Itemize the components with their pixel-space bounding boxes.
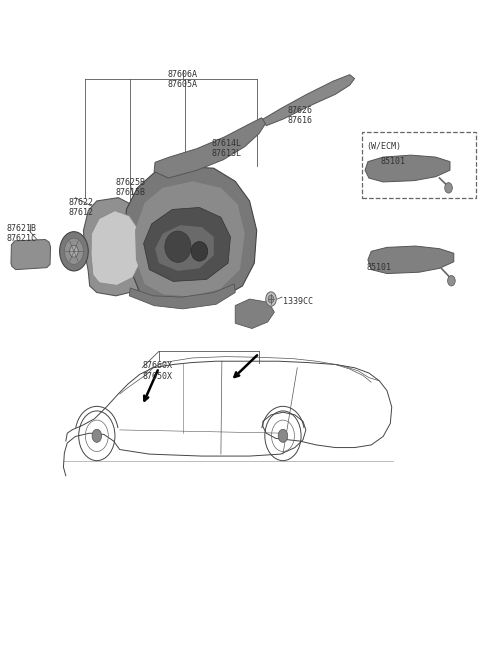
Ellipse shape — [445, 183, 452, 193]
Text: 87621B
87621C: 87621B 87621C — [6, 224, 36, 243]
Ellipse shape — [266, 292, 276, 306]
Ellipse shape — [447, 275, 455, 286]
Polygon shape — [135, 181, 245, 296]
Text: 85101: 85101 — [381, 157, 406, 166]
Polygon shape — [129, 284, 235, 309]
Text: 87606A
87605A: 87606A 87605A — [168, 70, 198, 89]
Polygon shape — [368, 246, 454, 273]
Text: 87622
87612: 87622 87612 — [68, 198, 93, 217]
Ellipse shape — [191, 242, 208, 261]
Ellipse shape — [70, 246, 78, 257]
Text: 87626
87616: 87626 87616 — [288, 106, 313, 125]
Polygon shape — [124, 166, 257, 306]
Text: 1339CC: 1339CC — [283, 297, 313, 306]
Ellipse shape — [165, 231, 191, 262]
Polygon shape — [144, 208, 230, 281]
Text: 87625B
87615B: 87625B 87615B — [116, 178, 146, 198]
Ellipse shape — [268, 295, 274, 303]
Circle shape — [92, 429, 102, 442]
Polygon shape — [11, 240, 50, 269]
Polygon shape — [263, 75, 355, 125]
Text: (W/ECM): (W/ECM) — [366, 142, 401, 151]
Text: 85101: 85101 — [366, 263, 392, 272]
Text: 87614L
87613L: 87614L 87613L — [211, 139, 241, 158]
Polygon shape — [84, 198, 154, 296]
Bar — [362, 132, 476, 198]
Polygon shape — [235, 299, 275, 328]
Polygon shape — [154, 118, 266, 178]
Text: 87660X
87650X: 87660X 87650X — [142, 361, 172, 380]
Circle shape — [278, 429, 288, 442]
Ellipse shape — [60, 232, 88, 271]
Ellipse shape — [64, 238, 84, 264]
Polygon shape — [91, 211, 142, 285]
Polygon shape — [365, 155, 450, 182]
Polygon shape — [155, 225, 214, 271]
